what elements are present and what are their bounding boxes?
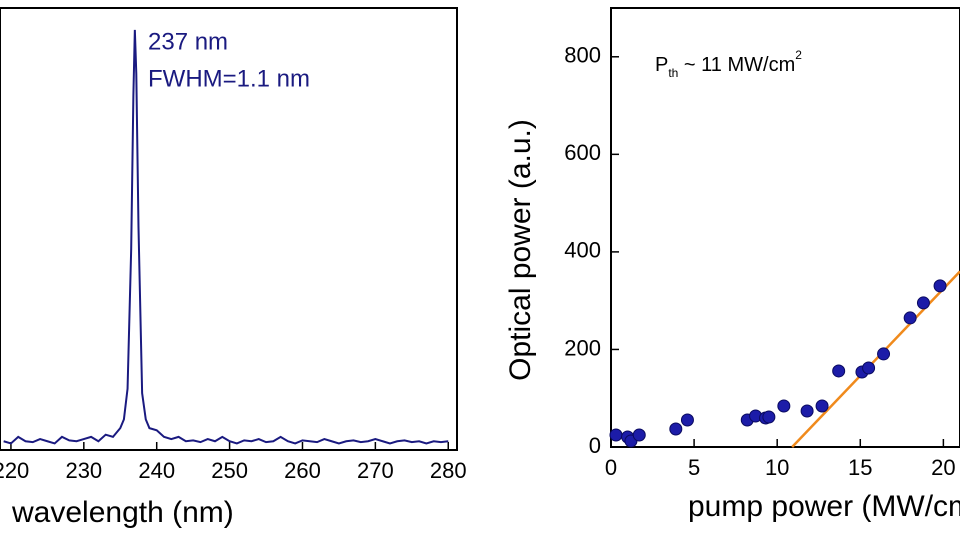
spectrum-line	[3, 29, 449, 445]
y-tick-label: 200	[564, 335, 601, 360]
annotation-text: P	[655, 54, 668, 76]
x-tick-label: 0	[605, 455, 617, 480]
data-point	[762, 410, 776, 424]
x-tick-label: 280	[430, 458, 467, 483]
x-axis-label: pump power (MW/cm²)	[688, 490, 960, 523]
data-point	[933, 279, 947, 293]
threshold-annotation: Pth ~ 11 MW/cm2	[655, 48, 802, 80]
x-tick-label: 10	[765, 455, 789, 480]
data-point	[877, 347, 891, 361]
y-tick-label: 0	[589, 433, 601, 458]
data-point	[800, 404, 814, 418]
plot-frame	[0, 7, 458, 451]
x-tick-label: 250	[211, 458, 248, 483]
data-point	[609, 428, 623, 442]
data-point	[777, 399, 791, 413]
fit-line	[791, 270, 960, 448]
data-point	[916, 296, 930, 310]
data-point	[815, 399, 829, 413]
x-tick-label: 260	[284, 458, 321, 483]
fwhm-annotation: FWHM=1.1 nm	[148, 65, 310, 92]
data-point	[680, 413, 694, 427]
y-tick-label: 400	[564, 238, 601, 263]
x-tick-label: 270	[357, 458, 394, 483]
data-point	[903, 311, 917, 325]
x-axis-label: wavelength (nm)	[11, 496, 234, 529]
plot-frame	[610, 7, 960, 448]
y-tick-label: 600	[564, 140, 601, 165]
data-point	[669, 422, 683, 436]
peak-annotation: 237 nm	[148, 28, 228, 55]
data-point	[632, 428, 646, 442]
annotation-subscript: th	[668, 66, 678, 80]
x-tick-label: 15	[848, 455, 872, 480]
x-tick-label: 240	[138, 458, 175, 483]
y-tick-label: 800	[564, 43, 601, 68]
annotation-superscript: 2	[795, 48, 802, 62]
y-axis-label: Optical power (a.u.)	[504, 119, 537, 381]
data-point	[862, 361, 876, 375]
x-tick-label: 20	[931, 455, 955, 480]
annotation-text: ~ 11 MW/cm	[678, 54, 795, 76]
x-tick-label: 230	[65, 458, 102, 483]
data-point	[832, 364, 846, 378]
x-tick-label: 5	[688, 455, 700, 480]
x-tick-label: 220	[0, 458, 29, 483]
